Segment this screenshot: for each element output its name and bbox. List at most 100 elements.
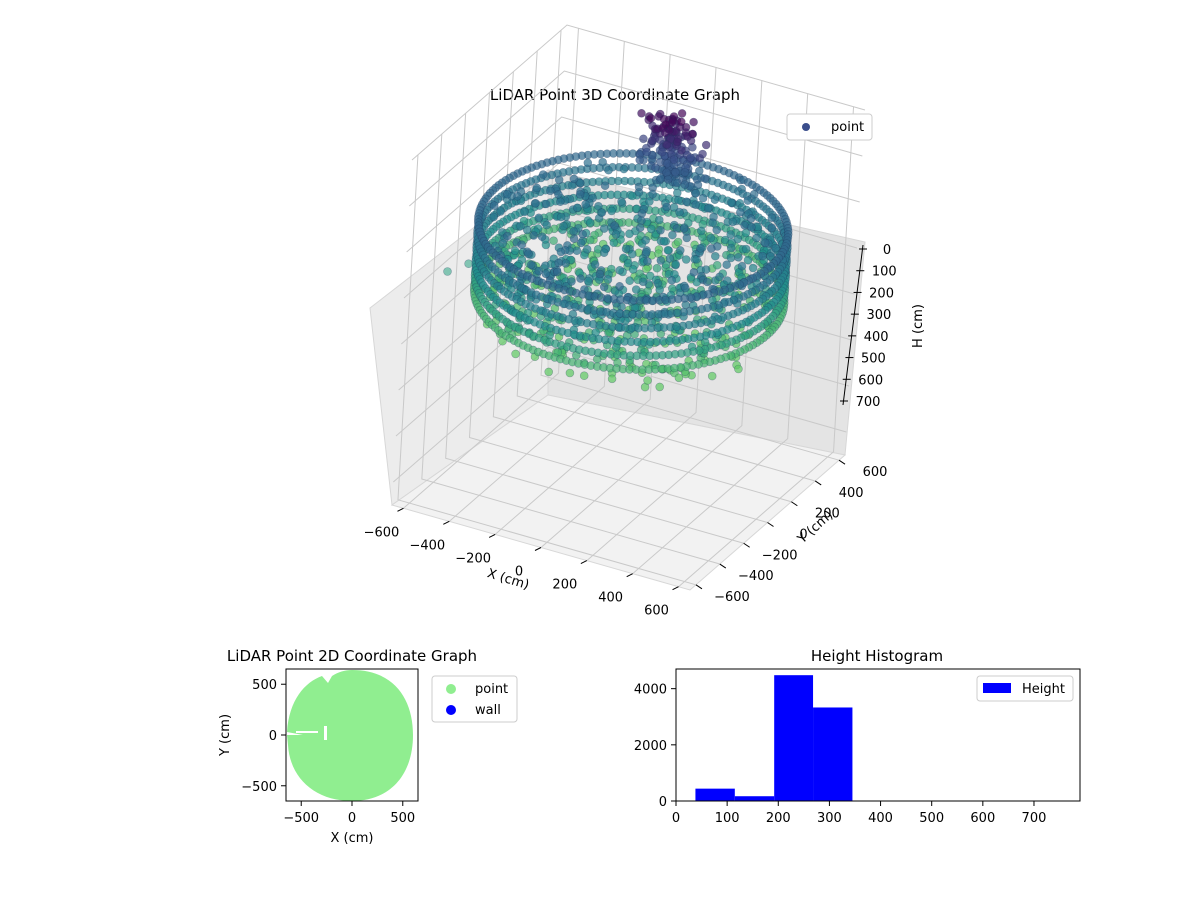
point-marker [594, 201, 603, 211]
point-marker [671, 167, 680, 177]
point-marker [672, 322, 682, 331]
point-marker [554, 190, 563, 199]
point-marker [529, 231, 539, 240]
point-marker [559, 221, 568, 231]
point-marker [585, 235, 595, 245]
point-marker [510, 246, 520, 256]
point-marker [677, 109, 687, 118]
point-marker [659, 237, 669, 246]
z-tick-label: 300 [866, 308, 891, 323]
point-marker [681, 255, 691, 264]
x-tick-label: 200 [552, 578, 577, 593]
point-marker [534, 213, 544, 223]
y-tick-mark [743, 542, 750, 548]
point-marker [676, 117, 686, 127]
x-ticks-3d: −600 −400 −200 0 200 400 600 [364, 507, 679, 619]
point-marker [615, 281, 624, 291]
grid-line-h [393, 346, 847, 483]
point-marker [758, 251, 767, 261]
point-marker [682, 233, 692, 243]
histogram-bar [774, 675, 814, 801]
point-marker [578, 230, 588, 239]
point-marker [726, 243, 736, 253]
x-tick-mark [672, 586, 679, 591]
x-tick-label-2d: 500 [390, 811, 415, 826]
histogram-bar [734, 796, 775, 801]
point-marker [691, 189, 701, 198]
point-marker [643, 257, 652, 266]
point-marker [698, 193, 708, 203]
y-ticks-3d: −600 −400 −2000 200 400 600 [695, 459, 887, 605]
point-marker [526, 260, 536, 270]
point-marker [760, 238, 770, 248]
legend-2d-wall-marker [446, 705, 456, 715]
y-tick-mark [695, 584, 703, 590]
point-marker [541, 199, 551, 209]
point-marker [517, 240, 527, 249]
grid-line-h [411, 24, 866, 161]
x-axis-label-2d: X (cm) [331, 831, 374, 846]
point-marker [710, 195, 720, 204]
point-marker [667, 275, 677, 285]
chart-2d: LiDAR Point 2D Coordinate Graph −500 0 500… [218, 647, 518, 846]
chart-histogram: Height Histogram 0 100 200 300 400 500 600 7000… [634, 647, 1081, 826]
histogram-bars [695, 675, 853, 801]
x-tick-label: −200 [455, 551, 491, 566]
x-tick-label: −400 [409, 538, 445, 553]
y-tick-mark [719, 563, 727, 569]
legend-3d: point [786, 113, 873, 141]
point-marker [513, 192, 522, 201]
point-marker [511, 349, 520, 359]
point-marker [617, 197, 626, 206]
y-tick-label: −400 [738, 569, 774, 584]
point-marker [489, 201, 499, 210]
point-marker [585, 218, 595, 227]
grid-line-y [492, 71, 792, 503]
point-marker [646, 113, 656, 123]
chart-2d-title: LiDAR Point 2D Coordinate Graph [227, 647, 477, 665]
x-tick-mark [580, 560, 588, 565]
point-marker [549, 236, 558, 245]
point-marker [635, 223, 645, 232]
ticks-2d: −500 0 500 500 0 −500 [241, 678, 415, 826]
point-marker [616, 235, 625, 244]
point-marker [576, 238, 586, 248]
point-marker [735, 208, 745, 217]
point-marker [627, 249, 637, 259]
point-marker [656, 256, 666, 265]
point-marker [642, 147, 652, 157]
point-marker [643, 376, 652, 385]
point-marker [654, 215, 664, 225]
histogram-legend-box [976, 675, 1074, 702]
z-tick-label: 500 [861, 352, 886, 367]
point-marker [682, 197, 691, 206]
point-marker [645, 197, 654, 206]
point-marker [688, 129, 697, 139]
x-tick-label-hist: 200 [766, 811, 791, 826]
point-marker [647, 136, 657, 145]
point-marker [703, 277, 712, 287]
point-marker [600, 181, 610, 190]
point-marker [675, 207, 684, 217]
point-marker [707, 371, 717, 381]
y-tick-label-hist: 4000 [634, 683, 667, 698]
legend-3d-box [786, 113, 873, 141]
point-marker [534, 266, 544, 276]
point-marker [575, 178, 585, 188]
y-tick-label: 0 [799, 528, 807, 543]
point-marker [767, 223, 777, 233]
point-marker [576, 274, 585, 283]
point-marker [542, 220, 552, 230]
point-marker [599, 224, 609, 233]
y-tick-label: 400 [839, 486, 864, 501]
grid-line-h [406, 116, 860, 253]
y-tick-mark [838, 459, 846, 465]
y-tick-label: −200 [762, 548, 798, 563]
point-marker [651, 163, 660, 173]
point-marker [669, 155, 679, 164]
y-tick-label: −600 [714, 590, 750, 605]
point-marker [749, 189, 759, 199]
x-tick-label-hist: 700 [1022, 811, 1047, 826]
point-marker [656, 174, 666, 183]
point-marker [619, 253, 628, 263]
